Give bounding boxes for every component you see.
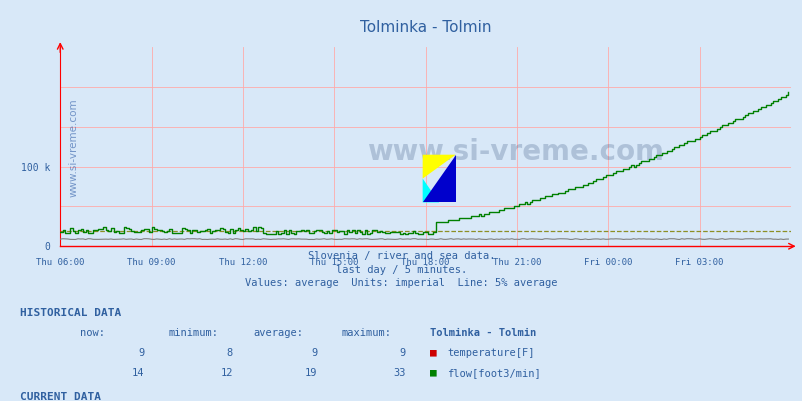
Text: 8: 8	[226, 347, 233, 357]
Text: 12: 12	[220, 367, 233, 377]
Text: Fri 03:00: Fri 03:00	[674, 258, 723, 267]
Polygon shape	[422, 155, 455, 203]
Text: HISTORICAL DATA: HISTORICAL DATA	[20, 307, 121, 317]
Text: last day / 5 minutes.: last day / 5 minutes.	[335, 264, 467, 274]
Text: Thu 21:00: Thu 21:00	[492, 258, 541, 267]
Text: 9: 9	[310, 347, 317, 357]
Polygon shape	[422, 179, 439, 203]
Text: 100 k: 100 k	[21, 162, 50, 172]
Text: average:: average:	[253, 327, 302, 337]
Text: minimum:: minimum:	[168, 327, 218, 337]
Text: CURRENT DATA: CURRENT DATA	[20, 391, 101, 401]
Text: Thu 15:00: Thu 15:00	[310, 258, 358, 267]
Text: 14: 14	[132, 367, 144, 377]
Text: 0: 0	[44, 242, 50, 251]
Text: ■: ■	[429, 347, 435, 357]
Text: Slovenia / river and sea data.: Slovenia / river and sea data.	[307, 251, 495, 261]
Text: Tolminka - Tolmin: Tolminka - Tolmin	[359, 20, 491, 35]
Text: www.si-vreme.com: www.si-vreme.com	[68, 98, 79, 196]
Text: Values: average  Units: imperial  Line: 5% average: Values: average Units: imperial Line: 5%…	[245, 277, 557, 287]
Text: 19: 19	[304, 367, 317, 377]
Text: Tolminka - Tolmin: Tolminka - Tolmin	[429, 327, 535, 337]
Text: 9: 9	[399, 347, 405, 357]
Text: now:: now:	[80, 327, 105, 337]
Polygon shape	[422, 155, 455, 179]
Text: Thu 18:00: Thu 18:00	[401, 258, 449, 267]
Text: 9: 9	[138, 347, 144, 357]
Text: www.si-vreme.com: www.si-vreme.com	[367, 138, 663, 165]
Text: 33: 33	[392, 367, 405, 377]
Text: ■: ■	[429, 367, 435, 377]
Text: Fri 00:00: Fri 00:00	[583, 258, 632, 267]
Text: maximum:: maximum:	[341, 327, 391, 337]
Text: Thu 09:00: Thu 09:00	[128, 258, 176, 267]
Text: temperature[F]: temperature[F]	[447, 347, 534, 357]
Text: Thu 06:00: Thu 06:00	[36, 258, 84, 267]
Text: flow[foot3/min]: flow[foot3/min]	[447, 367, 541, 377]
Text: Thu 12:00: Thu 12:00	[218, 258, 267, 267]
